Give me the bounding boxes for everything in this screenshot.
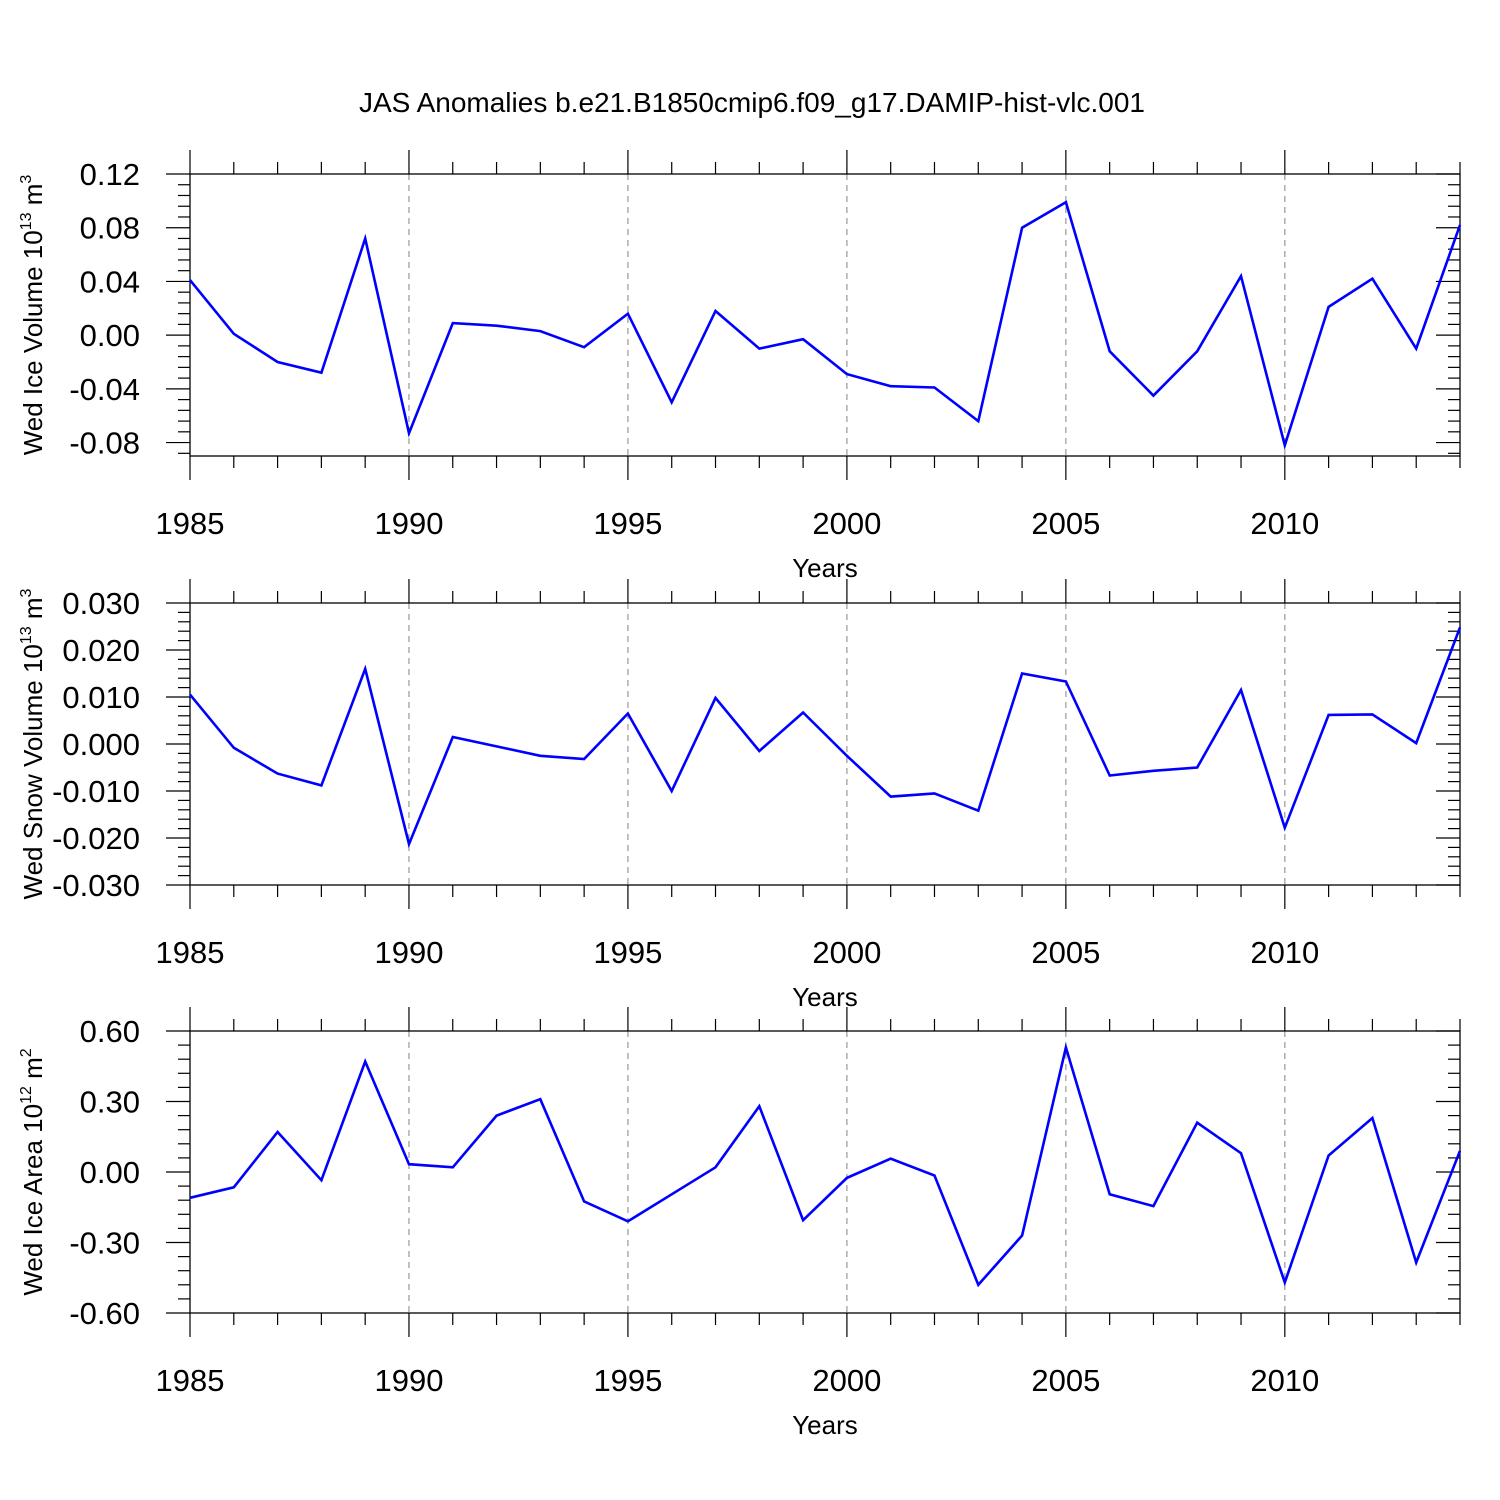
x-tick-label: 1985 [156,1363,225,1398]
y-tick-label: -0.30 [69,1226,140,1261]
x-tick-label: 1995 [593,506,662,541]
y-label-exponent: 12 [18,1086,35,1104]
plot-frame [189,173,1461,457]
y-label-text: Wed Ice Volume 10 [18,230,48,455]
y-tick-label: 0.00 [80,318,140,353]
x-tick-label: 2010 [1250,935,1319,970]
y-tick-label: 0.00 [80,1155,140,1190]
y-label-unit: m [18,1057,48,1086]
x-tick-label: 2005 [1031,935,1100,970]
y-tick-label: 0.020 [62,633,140,668]
chart-panel-ice-area: 0.60 0.30 0.00 -0.30 -0.60 1985 1990 1995 2000 20… [18,1007,1462,1440]
y-tick-label: -0.020 [52,821,140,856]
y-label-unit-exponent: 2 [18,1048,35,1057]
y-label-text: Wed Ice Area 10 [18,1104,48,1296]
y-axis-label: Wed Ice Volume 1013 m3 [18,175,48,456]
y-label-unit-exponent: 3 [18,175,35,184]
series-line [188,626,1462,849]
y-axis-label: Wed Ice Area 1012 m2 [18,1048,48,1295]
x-tick-label: 2010 [1250,1363,1319,1398]
y-label-unit: m [18,597,48,626]
y-tick-label: -0.08 [69,426,140,461]
y-label-unit-exponent: 3 [18,588,35,597]
x-tick-label: 1985 [156,935,225,970]
y-label-exponent: 13 [18,212,35,230]
y-label-unit: m [18,184,48,213]
y-tick-label: -0.04 [69,372,140,407]
x-tick-label: 1995 [593,1363,662,1398]
chart-panel-snow-volume: 0.030 0.020 0.010 0.000 -0.010 -0.020 -0.030 19… [18,579,1462,1012]
y-tick-label: -0.60 [69,1296,140,1331]
y-tick-label: 0.12 [80,157,140,192]
y-tick-label: -0.010 [52,774,140,809]
y-tick-label: 0.08 [80,211,140,246]
x-tick-label: 2005 [1031,1363,1100,1398]
y-tick-label: 0.60 [80,1014,140,1049]
chart-panel-ice-volume: 0.12 0.08 0.04 0.00 -0.04 -0.08 1985 1990 1995 20… [18,150,1462,583]
x-tick-label: 2005 [1031,506,1100,541]
y-tick-label: 0.030 [62,586,140,621]
x-tick-label: 1990 [374,935,443,970]
y-tick-label: -0.030 [52,868,140,903]
y-tick-label: 0.010 [62,680,140,715]
x-axis-label: Years [792,553,858,583]
y-tick-label: 0.000 [62,727,140,762]
figure-title: JAS Anomalies b.e21.B1850cmip6.f09_g17.D… [359,87,1145,118]
y-label-text: Wed Snow Volume 10 [18,644,48,899]
x-tick-label: 2000 [812,1363,881,1398]
x-tick-label: 2000 [812,935,881,970]
y-tick-label: 0.04 [80,264,140,299]
x-axis-label: Years [792,1410,858,1440]
series-line [189,1042,1462,1288]
series-line [188,200,1462,451]
x-tick-label: 1990 [374,506,443,541]
y-label-exponent: 13 [18,626,35,644]
y-tick-label: 0.30 [80,1085,140,1120]
y-axis-label: Wed Snow Volume 1013 m3 [18,588,48,899]
x-axis-label: Years [792,982,858,1012]
x-tick-label: 1995 [593,935,662,970]
x-tick-label: 2000 [812,506,881,541]
x-tick-label: 1990 [374,1363,443,1398]
x-tick-label: 2010 [1250,506,1319,541]
x-tick-label: 1985 [156,506,225,541]
